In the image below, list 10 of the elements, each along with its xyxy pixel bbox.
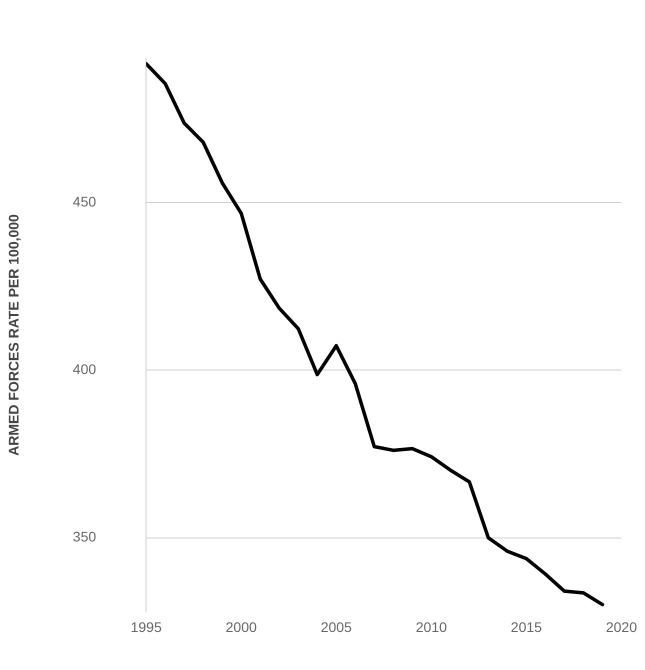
- x-tick-label: 1995: [130, 618, 162, 635]
- x-tick-label: 2005: [320, 618, 352, 635]
- y-axis-title: ARMED FORCES RATE PER 100,000: [5, 214, 22, 456]
- x-tick-label: 2015: [510, 618, 542, 635]
- y-tick-label: 450: [72, 193, 96, 210]
- x-tick-label: 2020: [606, 618, 638, 635]
- x-tick-label: 2010: [416, 618, 448, 635]
- y-tick-label: 350: [72, 528, 96, 545]
- y-tick-label: 400: [72, 361, 96, 378]
- x-tick-label: 2000: [226, 618, 257, 635]
